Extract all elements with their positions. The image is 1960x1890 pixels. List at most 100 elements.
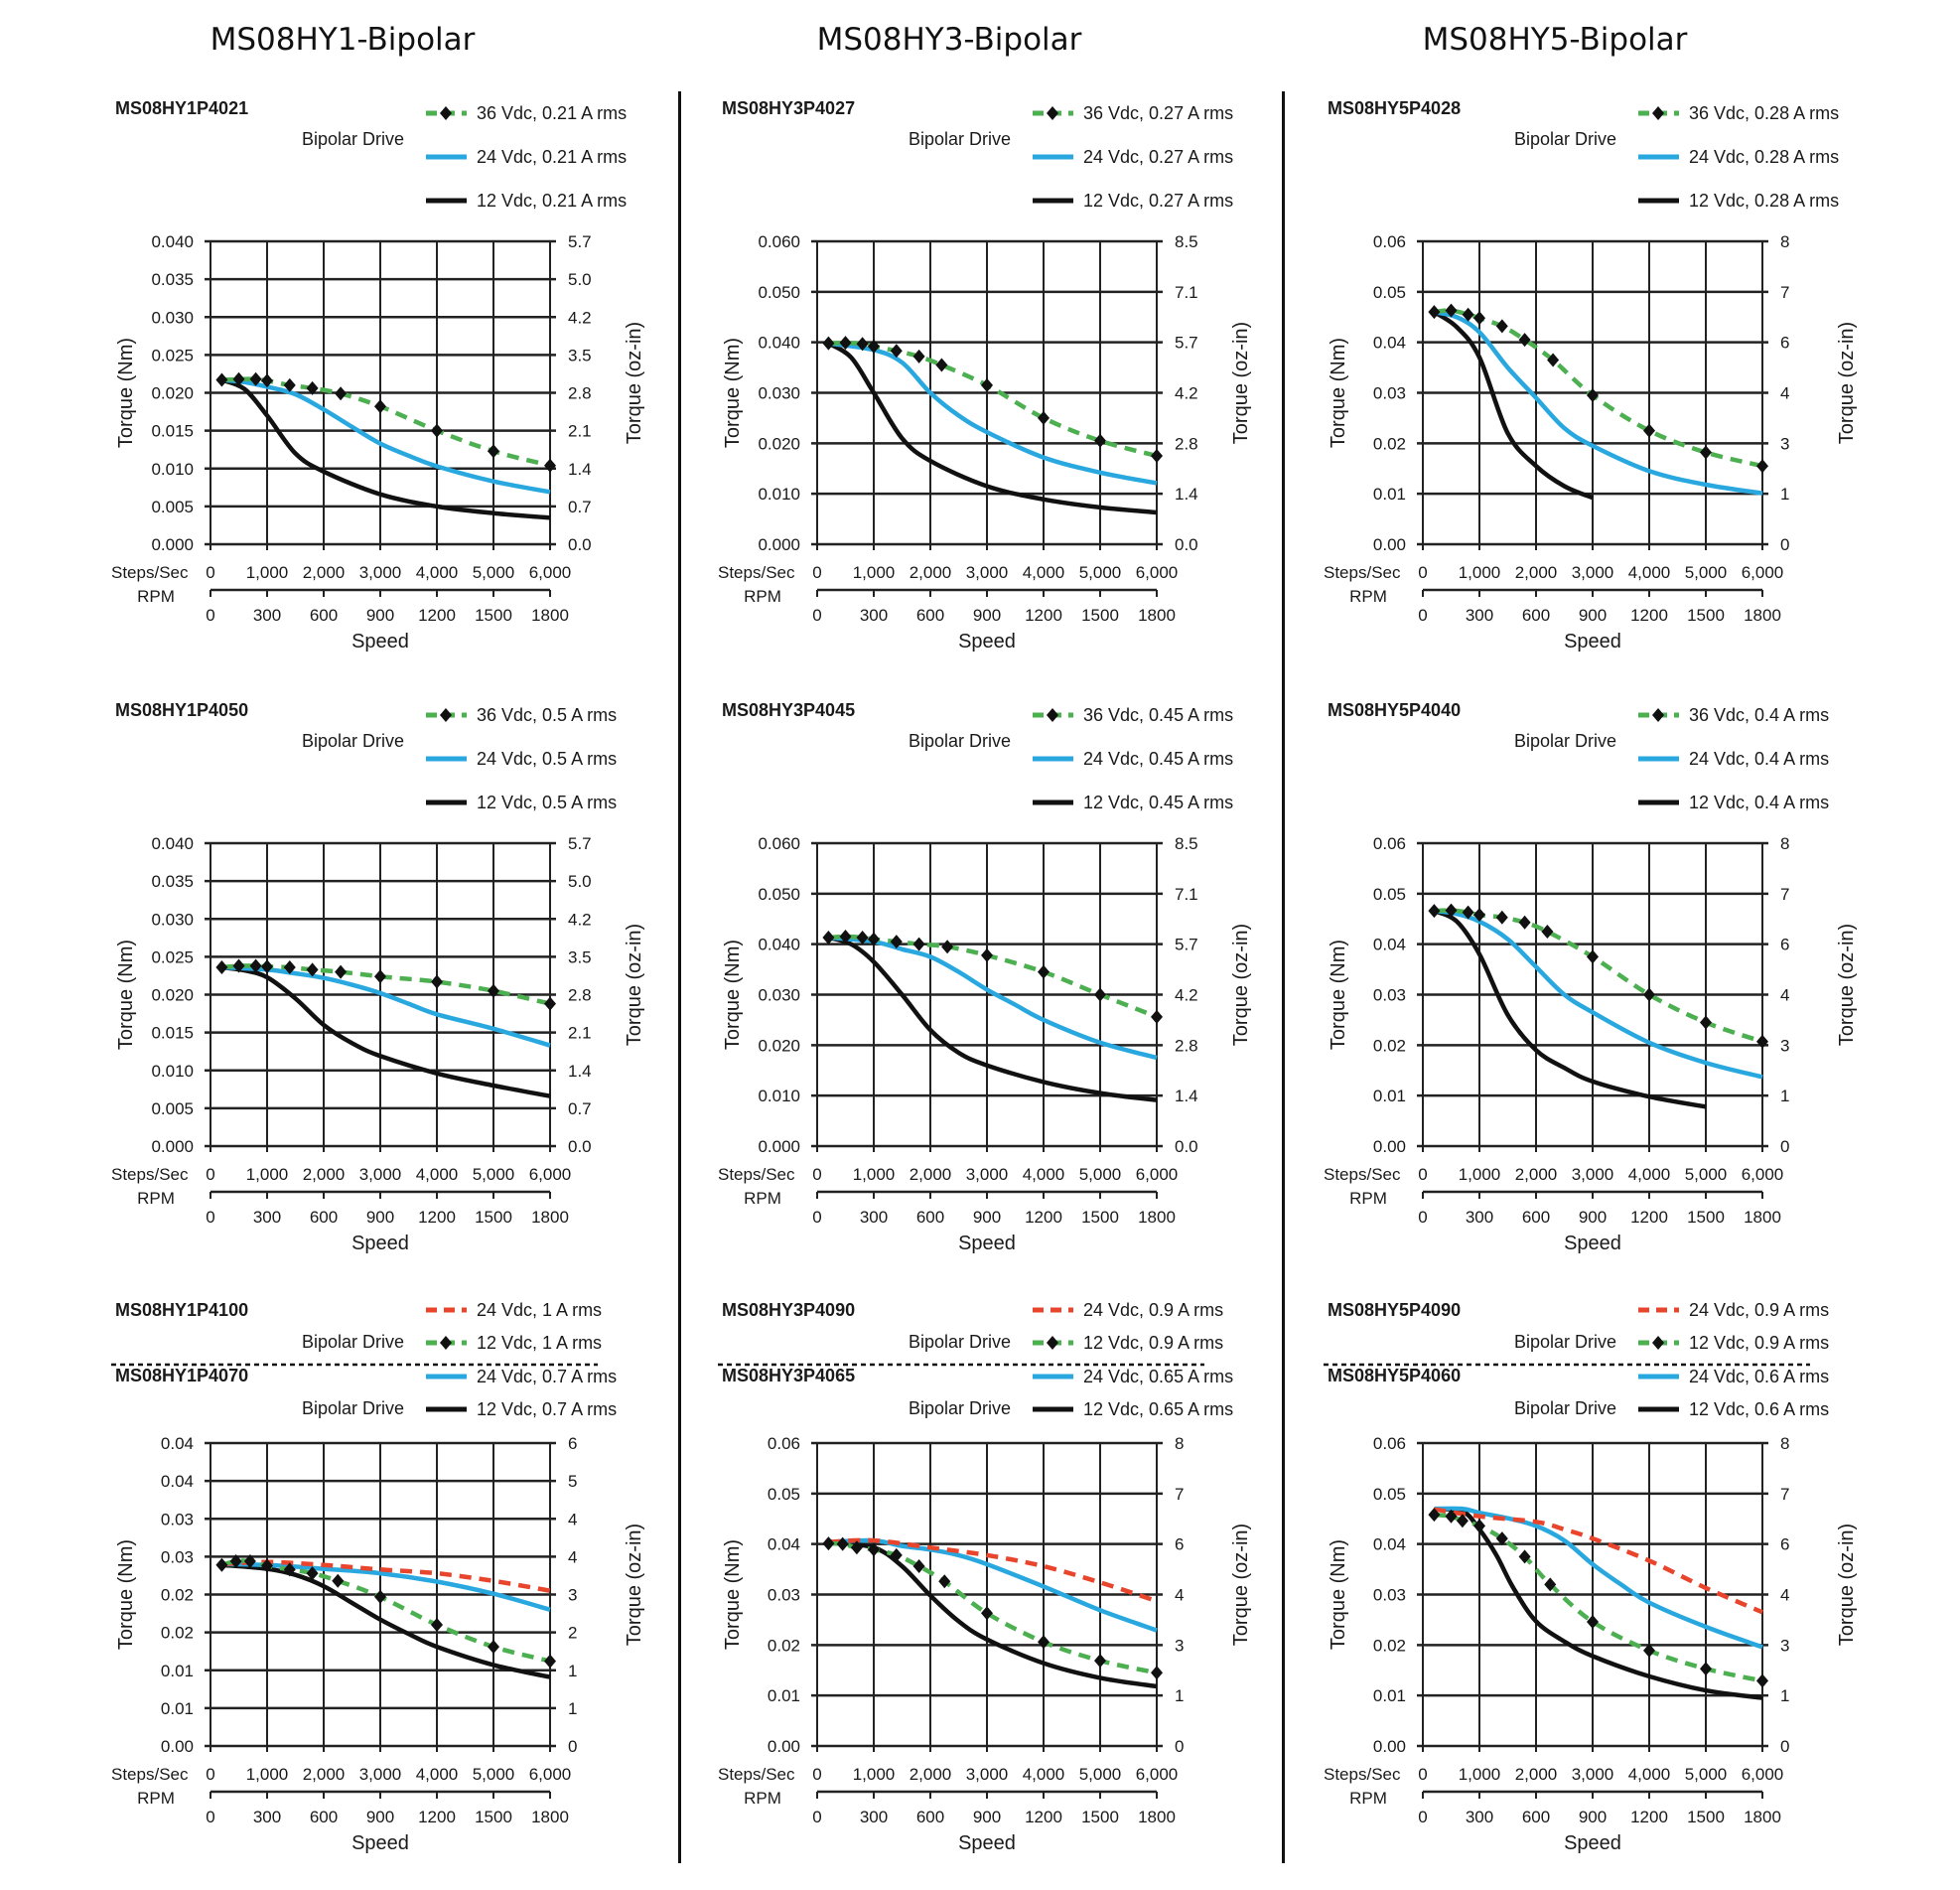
steps-row-label: Steps/Sec <box>1324 1165 1401 1184</box>
steps-row-label: Steps/Sec <box>718 1765 795 1784</box>
series-blue <box>1433 309 1763 496</box>
rpm-tick-label: 0 <box>812 1808 821 1826</box>
data-point-marker <box>335 386 348 401</box>
y-tick-label: 0.040 <box>151 834 194 853</box>
y-tick-label: 0.00 <box>1373 1137 1406 1156</box>
y2-tick-label: 7 <box>1780 283 1789 302</box>
x-tick-label: 2,000 <box>303 1765 346 1784</box>
drive-label: Bipolar Drive <box>909 1398 1011 1418</box>
data-point-marker <box>1094 433 1106 448</box>
torque-chart: MS08HY3P4045 Bipolar Drive 36 Vdc, 0.45 A … <box>718 700 1252 1254</box>
y-tick-label: 0.025 <box>151 947 194 966</box>
legend-label: 12 Vdc, 1 A rms <box>477 1333 602 1353</box>
drive-label: Bipolar Drive <box>909 731 1011 751</box>
y2-tick-label: 1 <box>1780 485 1789 504</box>
y-tick-label: 0.06 <box>1373 232 1406 251</box>
y-tick-label: 0.040 <box>758 334 800 353</box>
data-point-marker <box>1038 410 1050 425</box>
grid <box>1417 1441 1768 1752</box>
rpm-tick-label: 1800 <box>531 1808 569 1826</box>
x-tick-label: 6,000 <box>1742 563 1784 582</box>
x-tick-label: 5,000 <box>473 1765 515 1784</box>
y2-tick-label: 8 <box>1780 232 1789 251</box>
data-point-marker <box>261 1558 273 1573</box>
x-axis-title: Speed <box>958 1233 1016 1254</box>
y2-tick-label: 6 <box>1175 1535 1184 1554</box>
drive-label: Bipolar Drive <box>1514 129 1616 149</box>
x-tick-label: 2,000 <box>303 1165 346 1184</box>
model-label: MS08HY3P4090 <box>722 1300 855 1320</box>
y-tick-label: 0.00 <box>1373 1737 1406 1756</box>
rpm-row-label: RPM <box>137 587 175 606</box>
model-label: MS08HY5P4040 <box>1328 700 1461 720</box>
x-tick-label: 4,000 <box>1023 1765 1065 1784</box>
y2-tick-label: 0.0 <box>1175 1137 1198 1156</box>
y-tick-label: 0.030 <box>758 384 800 403</box>
grid <box>811 841 1163 1152</box>
series-line <box>828 935 1158 1061</box>
x-tick-label: 5,000 <box>1079 1765 1122 1784</box>
y-axis-title: Torque (Nm) <box>115 1539 137 1650</box>
rpm-tick-label: 900 <box>973 1808 1001 1826</box>
legend-label: 36 Vdc, 0.5 A rms <box>477 705 617 725</box>
rpm-tick-label: 1500 <box>1687 1808 1725 1826</box>
x-tick-label: 3,000 <box>359 1765 402 1784</box>
data-point-marker <box>1445 1509 1458 1524</box>
column-divider <box>678 91 681 1863</box>
data-point-marker <box>229 1553 242 1568</box>
data-point-marker <box>232 958 245 973</box>
data-point-marker <box>374 969 386 984</box>
y-tick-label: 0.000 <box>151 1137 194 1156</box>
y-tick-label: 0.05 <box>1373 1485 1406 1504</box>
data-point-marker <box>890 935 903 949</box>
y-axis-title: Torque (Nm) <box>115 338 137 448</box>
y2-tick-label: 8 <box>1780 834 1789 853</box>
x-tick-label: 6,000 <box>529 563 572 582</box>
rpm-tick-label: 1200 <box>1630 606 1668 625</box>
drive-label: Bipolar Drive <box>1514 731 1616 751</box>
x-tick-label: 4,000 <box>1628 563 1671 582</box>
y-axis-title: Torque (Nm) <box>722 338 744 448</box>
y-tick-label: 0.005 <box>151 1099 194 1118</box>
data-point-marker <box>374 399 386 414</box>
legend-marker-diamond <box>1652 1336 1664 1350</box>
series-line <box>828 1540 1158 1675</box>
steps-row-label: Steps/Sec <box>718 1165 795 1184</box>
y2-tick-label: 0 <box>568 1737 577 1756</box>
series-red <box>1434 1507 1763 1615</box>
torque-chart: MS08HY1P4021 Bipolar Drive 36 Vdc, 0.21 A … <box>111 98 645 653</box>
rpm-tick-label: 1200 <box>1025 1808 1062 1826</box>
legend-label: 24 Vdc, 0.6 A rms <box>1689 1367 1829 1386</box>
y2-tick-label: 3 <box>1780 434 1789 453</box>
series-green <box>1428 903 1768 1049</box>
legend-item: 24 Vdc, 0.27 A rms <box>1033 147 1233 167</box>
legend-marker-diamond <box>440 106 452 120</box>
legend-label: 24 Vdc, 0.45 A rms <box>1083 749 1233 769</box>
legend-item: 12 Vdc, 0.28 A rms <box>1638 191 1839 211</box>
rpm-tick-label: 600 <box>916 1208 944 1227</box>
data-point-marker <box>890 1547 903 1562</box>
x-tick-label: 5,000 <box>1685 563 1728 582</box>
rpm-row-label: RPM <box>744 1789 781 1808</box>
y-tick-label: 0.02 <box>161 1586 194 1605</box>
series-blue <box>221 377 551 495</box>
y-tick-label: 0.025 <box>151 346 194 364</box>
x-axis-title: Speed <box>1564 1832 1621 1854</box>
x-tick-label: 0 <box>812 1165 821 1184</box>
rpm-tick-label: 1800 <box>1138 1808 1176 1826</box>
series-blue <box>1434 1506 1763 1650</box>
y2-axis-title: Torque (oz-in) <box>624 322 645 444</box>
series-black <box>1433 909 1707 1109</box>
y-tick-label: 0.04 <box>161 1434 194 1453</box>
data-point-marker <box>544 458 556 473</box>
legend-item: 12 Vdc, 0.6 A rms <box>1638 1399 1829 1419</box>
legend-label: 36 Vdc, 0.28 A rms <box>1689 103 1839 123</box>
y-tick-label: 0.03 <box>1373 384 1406 403</box>
data-point-marker <box>1151 449 1163 464</box>
legend-item: 12 Vdc, 0.9 A rms <box>1638 1333 1829 1353</box>
x-tick-label: 2,000 <box>303 563 346 582</box>
rpm-row-label: RPM <box>1349 1189 1387 1208</box>
legend-item: 12 Vdc, 0.65 A rms <box>1033 1399 1233 1419</box>
data-point-marker <box>306 380 319 395</box>
data-point-marker <box>1756 1673 1768 1688</box>
